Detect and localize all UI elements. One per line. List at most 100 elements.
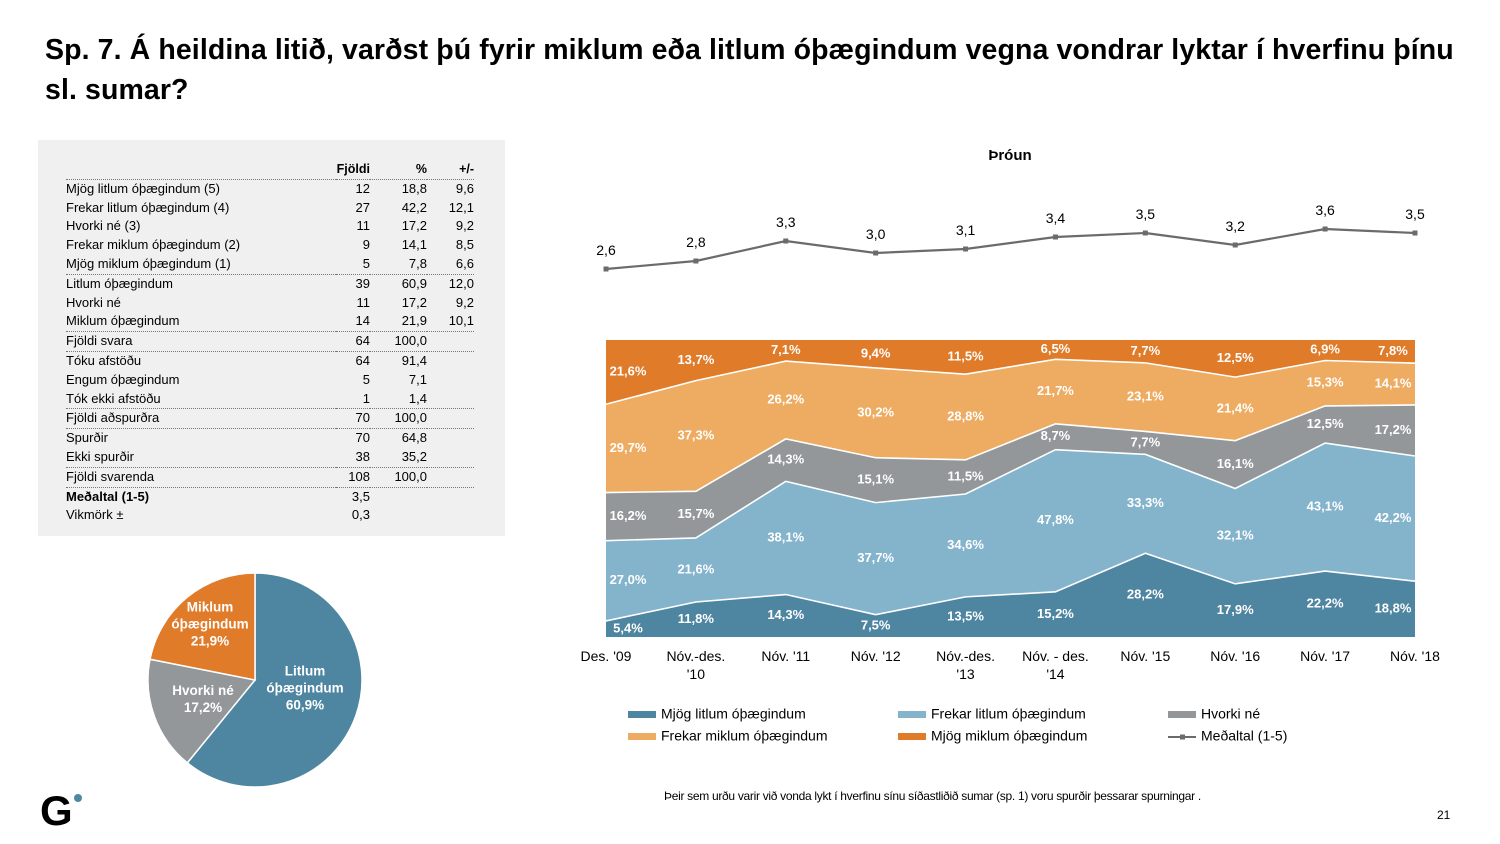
row-label: Frekar miklum óþægindum (2): [66, 237, 241, 253]
row-percent: 7,8: [370, 254, 427, 275]
area-data-label: 37,7%: [857, 550, 894, 565]
row-margin: [427, 331, 474, 352]
row-label: Mjög miklum óþægindum (1): [66, 254, 336, 275]
area-data-label: 11,5%: [947, 468, 984, 483]
area-data-label: 5,4%: [613, 620, 643, 635]
table-row: Tóku afstöðu 64 91,4: [66, 351, 474, 370]
area-series: [606, 359, 1415, 493]
x-axis-tick-label: Nóv. '18: [1390, 648, 1440, 664]
area-data-label: 7,8%: [1378, 343, 1408, 358]
row-count: 3,5: [351, 488, 370, 504]
mean-data-label: 3,1: [956, 222, 976, 238]
row-margin: [427, 371, 474, 390]
page-title: Sp. 7. Á heildina litið, varðst þú fyrir…: [45, 34, 1454, 106]
area-data-label: 15,3%: [1307, 375, 1344, 390]
area-data-label: 37,3%: [677, 427, 714, 442]
table-row: Mjög litlum óþægindum (5) 12 18,8 9,6: [66, 179, 474, 198]
mean-point: [1322, 226, 1328, 232]
page-number: 21: [1437, 808, 1451, 822]
area-boundary-line: [605, 404, 1416, 494]
mean-data-label: 2,6: [596, 242, 616, 258]
table-row: Vikmörk ± 0,3: [66, 506, 474, 525]
row-percent: 18,8: [401, 180, 427, 196]
table-header-percent: %: [370, 160, 427, 180]
row-label: Vikmörk ±: [66, 507, 124, 523]
area-data-label: 26,2%: [767, 391, 804, 406]
area-data-label: 30,2%: [857, 404, 894, 419]
row-count: 11: [356, 294, 371, 310]
row-count: 38: [336, 447, 370, 468]
mean-point: [1052, 234, 1058, 240]
table-header-row: Fjöldi % +/-: [66, 160, 474, 180]
area-boundary-line: [605, 552, 1416, 622]
row-label: Frekar litlum óþægindum (4): [66, 199, 230, 215]
legend-label: Frekar litlum óþægindum: [931, 706, 1086, 722]
table-header-margin: +/-: [427, 160, 474, 180]
table-header-count: Fjöldi: [336, 160, 370, 180]
area-data-label: 14,3%: [767, 607, 804, 622]
row-margin: 10,1: [427, 312, 474, 333]
row-margin: [427, 351, 474, 370]
area-data-label: 12,5%: [1307, 416, 1344, 431]
area-data-label: 7,1%: [771, 342, 801, 357]
pie-slice-label: Miklum: [187, 600, 234, 615]
table-row: Mjög miklum óþægindum (1) 5 7,8 6,6: [66, 254, 474, 275]
row-percent: 7,1: [408, 371, 427, 387]
row-label: Tóku afstöðu: [66, 352, 142, 368]
frequency-table: Fjöldi % +/- Mjög litlum óþægindum (5) 12…: [66, 160, 474, 525]
frequency-table-panel: Fjöldi % +/- Mjög litlum óþægindum (5) 12…: [38, 140, 505, 536]
row-label: Litlum óþægindum: [66, 275, 173, 291]
legend-swatch-icon: [628, 733, 656, 740]
area-data-label: 38,1%: [767, 529, 804, 544]
row-label: Fjöldi svarenda: [66, 467, 336, 488]
mean-point: [1232, 242, 1238, 248]
pie-chart: Litlum óþægindum 60,9% Hvorki né 17,2% Miklum…: [147, 572, 363, 788]
row-margin: [427, 506, 474, 525]
legend-label: Hvorki né: [1201, 706, 1260, 722]
area-data-label: 22,2%: [1307, 595, 1344, 610]
area-data-label: 21,4%: [1217, 400, 1254, 415]
area-data-label: 13,5%: [947, 608, 984, 623]
table-row: Engum óþægindum 5 7,1: [66, 371, 474, 390]
row-margin: [427, 467, 474, 488]
table-header-label: [66, 160, 336, 180]
mean-point: [783, 238, 789, 244]
area-data-label: 17,2%: [1375, 422, 1412, 437]
row-label: Hvorki né: [66, 294, 121, 310]
area-data-label: 28,8%: [947, 408, 984, 423]
area-data-label: 7,7%: [1131, 343, 1161, 358]
table-row: Miklum óþægindum 14 21,9 10,1: [66, 312, 474, 333]
x-axis-tick-label: Nóv. '15: [1120, 648, 1170, 664]
table-row: Hvorki né (3) 11 17,2 9,2: [66, 217, 474, 236]
pie-slice-label: Litlum: [285, 664, 326, 679]
row-percent: 42,2: [401, 199, 427, 215]
area-data-label: 21,6%: [610, 364, 647, 379]
row-margin: [427, 487, 474, 506]
x-axis-tick-label: Nóv.-des.: [666, 648, 725, 664]
legend-label: Meðaltal (1-5): [1201, 728, 1287, 744]
row-count: 64: [336, 331, 370, 352]
area-data-label: 21,7%: [1037, 383, 1074, 398]
legend-label: Mjög miklum óþægindum: [931, 728, 1087, 744]
area-boundary-line: [605, 442, 1416, 542]
area-data-label: 12,5%: [1217, 350, 1254, 365]
area-data-label: 17,9%: [1217, 602, 1254, 617]
row-percent: 60,9: [401, 275, 427, 291]
area-series: [606, 340, 1415, 405]
row-percent: 100,0: [370, 408, 427, 430]
area-data-label: 7,7%: [1131, 434, 1161, 449]
area-data-label: 23,1%: [1127, 389, 1164, 404]
pie-chart-container: Litlum óþægindum 60,9% Hvorki né 17,2% Miklum…: [140, 565, 370, 795]
mean-data-label: 3,3: [776, 214, 796, 230]
mean-line: [605, 227, 1416, 271]
row-label: Spurðir: [66, 430, 108, 446]
x-axis-tick-label: Nóv. '12: [851, 648, 901, 664]
area-data-label: 29,7%: [610, 440, 647, 455]
row-label: Fjöldi svara: [66, 331, 336, 352]
area-data-label: 43,1%: [1307, 499, 1344, 514]
row-count: 0,3: [351, 507, 370, 523]
mean-data-label: 3,5: [1405, 206, 1425, 222]
trend-chart-container: Þróun 5,4% 11,8% 14,3% 7,5% 13,5% 15,2% 28,2% 17…: [560, 140, 1480, 760]
pie-slice: [186, 572, 363, 788]
x-axis-tick-label: Nóv. '11: [761, 648, 810, 664]
